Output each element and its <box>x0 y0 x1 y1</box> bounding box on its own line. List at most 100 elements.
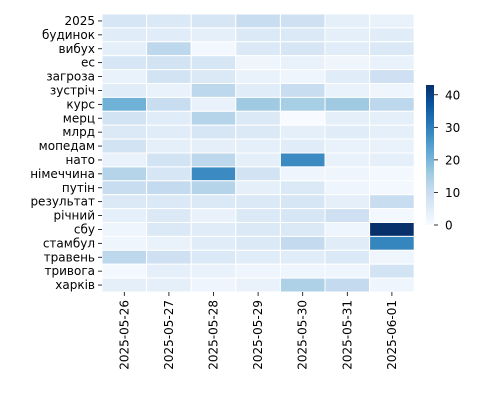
heatmap-cell <box>235 27 281 43</box>
heatmap-cell <box>146 55 192 71</box>
heatmap-cell <box>279 83 326 98</box>
y-tick-label: будинок <box>42 28 95 42</box>
x-tick-labels: 2025-05-26 2025-05-27 2025-05-28 2025-05-29… <box>117 292 399 370</box>
y-tick-label: річний <box>54 209 95 223</box>
heatmap-cell <box>101 110 148 126</box>
heatmap-cell <box>369 27 415 43</box>
x-tick-label: 2025-05-26 <box>117 300 131 370</box>
y-tick-label: путін <box>62 181 95 195</box>
heatmap-cell <box>235 124 281 140</box>
y-tick-label: травень <box>44 250 95 264</box>
heatmap-cell <box>190 96 237 112</box>
heatmap-cell <box>190 235 237 251</box>
y-tick-label: німеччина <box>30 167 95 181</box>
heatmap-cell <box>324 96 371 112</box>
heatmap-cell <box>235 208 281 224</box>
heatmap-cell <box>190 55 237 71</box>
heatmap-cell <box>324 249 371 265</box>
heatmap-cell <box>324 208 371 224</box>
heatmap-cell <box>324 152 371 168</box>
heatmap-cell <box>146 124 192 140</box>
heatmap-cell <box>190 124 237 140</box>
y-tick-label: стамбул <box>43 236 95 250</box>
heatmap-cell <box>324 277 371 293</box>
heatmap-cell <box>190 152 237 168</box>
heatmap-cell <box>146 235 192 251</box>
heatmap-cell <box>146 96 192 112</box>
colorbar-gradient <box>426 85 434 225</box>
heatmap-cell <box>369 180 415 196</box>
heatmap-cell <box>324 69 371 84</box>
heatmap-cell <box>324 41 371 57</box>
y-tick-label: загроза <box>46 70 95 84</box>
y-tick-label: мопедам <box>39 139 95 153</box>
heatmap-cell <box>235 166 281 182</box>
heatmap-cell <box>146 41 192 57</box>
heatmap-cell <box>369 55 415 71</box>
heatmap-cell <box>279 277 326 293</box>
heatmap-cell <box>101 41 148 57</box>
heatmap-cell <box>279 27 326 43</box>
heatmap-cell <box>101 194 148 210</box>
heatmap-cell <box>324 194 371 210</box>
heatmap-cell <box>101 96 148 112</box>
heatmap-cell <box>235 180 281 196</box>
colorbar-tick-label: 30 <box>445 121 460 135</box>
heatmap-cell <box>324 124 371 140</box>
x-tick-label: 2025-05-31 <box>340 300 354 370</box>
heatmap-cell <box>279 124 326 140</box>
heatmap-cell <box>235 69 281 84</box>
heatmap-cell <box>324 235 371 251</box>
heatmap-cell <box>101 138 148 154</box>
heatmap-cell <box>146 69 192 84</box>
heatmap-cell <box>369 152 415 168</box>
heatmap-cell <box>190 27 237 43</box>
heatmap-cell <box>190 208 237 224</box>
heatmap-cell <box>101 208 148 224</box>
heatmap-cell <box>190 222 237 237</box>
heatmap-cell <box>146 110 192 126</box>
heatmap-cell <box>369 263 415 279</box>
heatmap-cell <box>369 138 415 154</box>
x-tick-label: 2025-05-30 <box>296 300 310 370</box>
heatmap-cell <box>279 208 326 224</box>
heatmap-cell <box>190 138 237 154</box>
heatmap-cell <box>369 83 415 98</box>
heatmap-cell <box>369 69 415 84</box>
x-tick-label: 2025-05-29 <box>251 300 265 370</box>
heatmap-cell <box>146 263 192 279</box>
heatmap-cell <box>324 166 371 182</box>
heatmap-cell <box>190 180 237 196</box>
heatmap-cell <box>279 152 326 168</box>
y-tick-label: млрд <box>62 125 95 139</box>
heatmap-cell <box>235 110 281 126</box>
x-tick-label: 2025-05-27 <box>162 300 176 370</box>
heatmap-cell <box>369 13 415 29</box>
heatmap-cell <box>101 222 148 237</box>
heatmap-cell <box>146 138 192 154</box>
y-tick-label: 2025 <box>64 14 95 28</box>
heatmap-cell <box>146 277 192 293</box>
heatmap-cell <box>101 263 148 279</box>
heatmap-cell <box>190 13 237 29</box>
y-tick-label: результат <box>30 195 95 209</box>
heatmap-cell <box>101 27 148 43</box>
heatmap-cell <box>190 277 237 293</box>
colorbar-tick-label: 10 <box>445 186 460 200</box>
heatmap-cell <box>324 55 371 71</box>
heatmap-cell <box>279 166 326 182</box>
heatmap-cell <box>146 166 192 182</box>
heatmap-cell <box>324 110 371 126</box>
heatmap-cell <box>279 235 326 251</box>
heatmap-cell <box>101 83 148 98</box>
heatmap-cell <box>190 166 237 182</box>
heatmap-cell <box>369 41 415 57</box>
heatmap-cells <box>101 13 415 293</box>
y-tick-label: зустріч <box>50 83 95 97</box>
heatmap-cell <box>235 83 281 98</box>
heatmap-cell <box>235 138 281 154</box>
heatmap-cell <box>369 235 415 251</box>
heatmap-cell <box>101 152 148 168</box>
heatmap-cell <box>369 208 415 224</box>
y-tick-label: харків <box>55 278 95 292</box>
